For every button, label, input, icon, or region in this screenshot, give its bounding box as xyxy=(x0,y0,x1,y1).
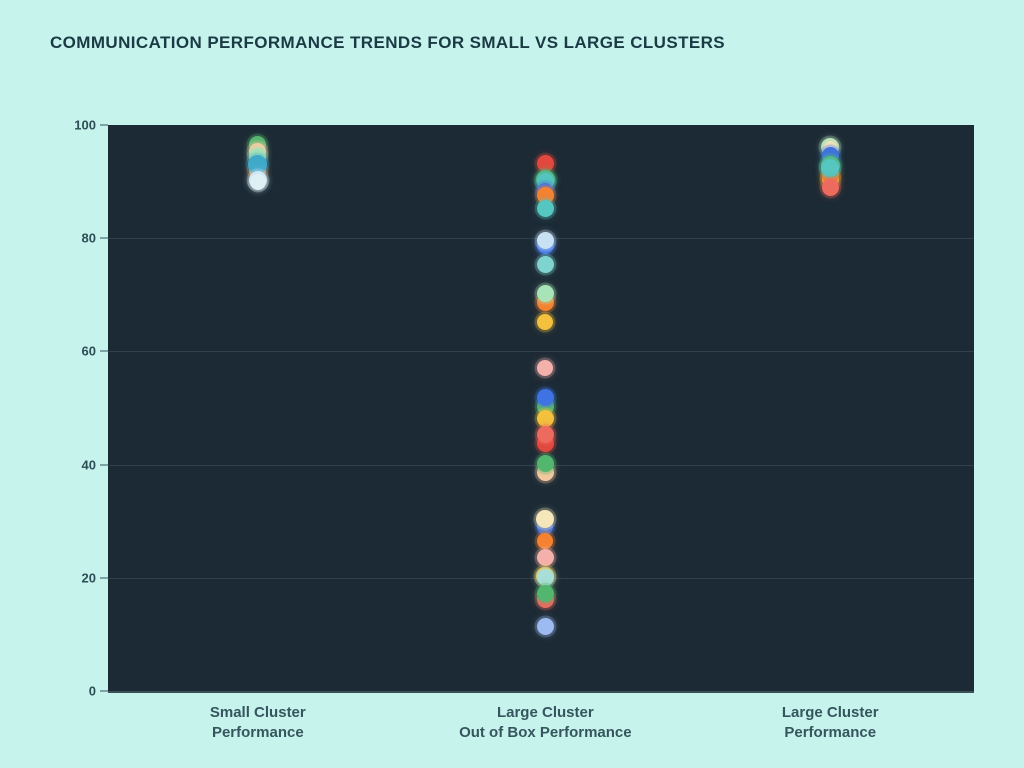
data-point xyxy=(536,284,554,302)
data-point xyxy=(248,155,268,175)
data-point xyxy=(536,617,554,635)
data-point xyxy=(537,360,554,377)
chart-title: COMMUNICATION PERFORMANCE TRENDS FOR SMA… xyxy=(50,33,726,52)
category-label-2: Large Cluster Performance xyxy=(700,703,960,742)
y-tick-mark-80 xyxy=(100,237,108,240)
data-point xyxy=(536,231,554,249)
y-tick-mark-20 xyxy=(100,576,108,579)
y-tick-label-100: 100 xyxy=(74,117,96,133)
y-tick-mark-100 xyxy=(100,124,108,126)
y-tick-mark-0 xyxy=(100,690,108,692)
y-tick-label-80: 80 xyxy=(81,230,96,246)
y-tick-label-60: 60 xyxy=(81,343,96,359)
data-point xyxy=(537,313,554,330)
data-point xyxy=(249,173,266,190)
y-tick-label-20: 20 xyxy=(81,570,96,586)
category-label-line: Performance xyxy=(211,723,304,741)
category-label-line: Large Cluster xyxy=(781,704,879,721)
grid-line-60 xyxy=(108,351,974,353)
data-point xyxy=(821,159,840,178)
data-point xyxy=(536,509,555,528)
data-point xyxy=(536,425,554,443)
data-point xyxy=(536,568,554,586)
y-tick-label-0: 0 xyxy=(88,683,96,699)
category-label-line: Out of Box Performance xyxy=(459,723,632,741)
data-point xyxy=(536,410,554,428)
data-point xyxy=(536,255,554,273)
data-point xyxy=(536,154,554,172)
data-point xyxy=(536,585,554,603)
data-point xyxy=(536,549,554,567)
category-label-line: Small Cluster xyxy=(209,704,306,721)
y-tick-label-40: 40 xyxy=(81,457,96,473)
y-tick-mark-40 xyxy=(100,463,108,466)
data-point xyxy=(821,178,839,196)
data-point xyxy=(536,454,554,472)
category-label-line: Large Cluster xyxy=(496,704,594,721)
category-label-0: Small Cluster Performance xyxy=(128,703,388,742)
y-tick-mark-60 xyxy=(100,350,108,353)
data-point xyxy=(536,199,554,217)
category-label-line: Performance xyxy=(784,723,877,741)
data-point xyxy=(537,533,554,549)
category-label-1: Large Cluster Out of Box Performance xyxy=(415,703,675,742)
plot-area xyxy=(108,125,974,693)
data-point xyxy=(536,389,554,407)
